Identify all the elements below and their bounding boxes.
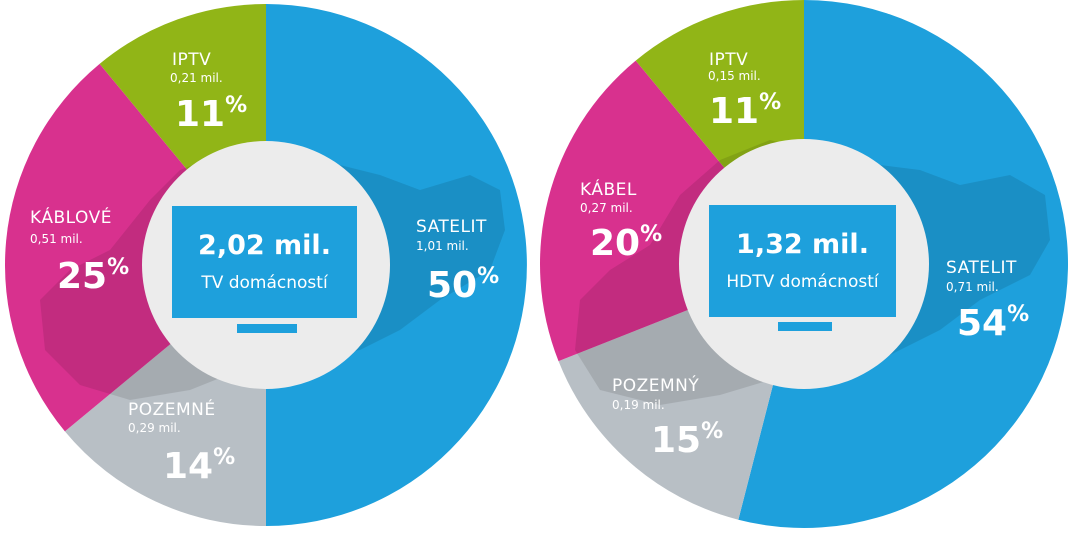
center-total-value: 2,02 mil. [198, 230, 331, 261]
tv-stand-icon [237, 324, 297, 333]
slice-label-satelit: SATELIT [416, 217, 487, 237]
tv-screen-icon [172, 206, 357, 318]
slice-households-iptv: 0,21 mil. [170, 71, 223, 85]
slice-label-kábel: KÁBEL [580, 178, 637, 200]
slice-káblové [4, 63, 266, 432]
pie-chart-hdtv: 1,32 mil. HDTV domácností SATELIT 0,71 mil.… [540, 0, 1068, 528]
center-total-value: 1,32 mil. [736, 229, 869, 260]
slice-label-iptv: IPTV [172, 50, 211, 70]
tv-screen-icon [709, 205, 896, 317]
slice-label-káblové: KÁBLOVÉ [30, 206, 112, 228]
slice-households-káblové: 0,51 mil. [30, 232, 83, 246]
slice-households-kábel: 0,27 mil. [580, 201, 633, 215]
center-caption: HDTV domácností [726, 272, 880, 292]
slice-households-satelit: 0,71 mil. [946, 280, 999, 294]
slice-households-iptv: 0,15 mil. [708, 69, 761, 83]
slice-label-iptv: IPTV [709, 50, 748, 70]
slice-label-pozemné: POZEMNÉ [128, 398, 216, 420]
slice-households-pozemné: 0,29 mil. [128, 421, 181, 435]
tv-stand-icon [778, 322, 832, 331]
center-caption: TV domácností [200, 273, 329, 293]
slice-households-satelit: 1,01 mil. [416, 239, 469, 253]
slice-households-pozemný: 0,19 mil. [612, 398, 665, 412]
slice-satelit [266, 4, 527, 526]
slice-label-satelit: SATELIT [946, 258, 1017, 278]
slice-percent-pozemné: 14% [163, 445, 235, 487]
slice-label-pozemný: POZEMNÝ [612, 374, 699, 396]
